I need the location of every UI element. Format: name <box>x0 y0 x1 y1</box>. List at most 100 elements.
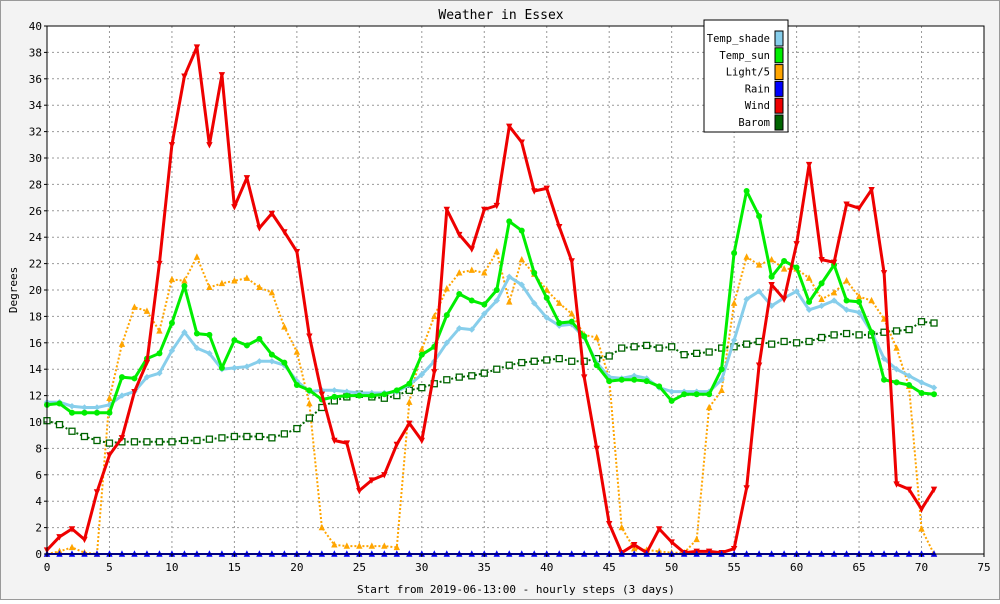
point-light-5-30 <box>418 345 425 353</box>
point-barom-4 <box>93 436 101 445</box>
x-tick-label-3: 15 <box>228 561 241 574</box>
point-light-5-46 <box>618 523 625 531</box>
point-light-5-33 <box>456 269 463 276</box>
point-wind-19 <box>281 229 288 236</box>
point-temp-sun-28 <box>393 387 400 394</box>
legend-swatch-rain <box>774 80 784 97</box>
point-temp-sun-61 <box>806 298 813 305</box>
point-barom-49 <box>655 344 663 352</box>
point-light-5-41 <box>556 299 563 306</box>
point-barom-50 <box>668 343 676 351</box>
point-temp-shade-18 <box>268 358 276 365</box>
point-wind-66 <box>868 186 875 194</box>
point-wind-50 <box>668 539 675 546</box>
point-temp-sun-58 <box>768 273 775 280</box>
point-barom-37 <box>505 361 513 369</box>
point-wind-25 <box>356 487 363 495</box>
point-light-5-35 <box>481 269 488 276</box>
point-barom-3 <box>80 432 89 441</box>
point-temp-shade-61 <box>805 306 813 313</box>
point-temp-sun-36 <box>493 287 500 293</box>
point-barom-18 <box>268 434 276 442</box>
point-temp-sun-37 <box>506 218 513 225</box>
point-light-5-64 <box>843 277 850 284</box>
point-temp-sun-51 <box>681 391 688 398</box>
point-temp-shade-37 <box>506 273 513 280</box>
point-light-5-16 <box>243 274 251 281</box>
point-wind-31 <box>431 369 438 376</box>
series-line-wind <box>45 45 936 555</box>
point-light-5-6 <box>118 340 126 347</box>
x-tick-label-11: 55 <box>728 561 741 574</box>
point-temp-shade-17 <box>256 358 263 365</box>
point-temp-shade-67 <box>880 355 888 362</box>
x-tick-label-8: 40 <box>540 561 553 574</box>
point-temp-sun-19 <box>281 359 288 366</box>
point-temp-sun-68 <box>893 379 900 386</box>
point-temp-shade-12 <box>193 344 201 352</box>
point-barom-63 <box>830 331 838 339</box>
point-temp-sun-20 <box>293 382 300 389</box>
point-barom-34 <box>468 372 476 380</box>
y-tick-label-2: 4 <box>35 495 42 508</box>
point-light-5-13 <box>206 283 213 291</box>
point-barom-46 <box>618 344 626 352</box>
point-light-5-2 <box>68 543 76 551</box>
point-wind-11 <box>181 73 188 80</box>
point-wind-69 <box>905 486 913 494</box>
point-temp-sun-60 <box>793 264 800 271</box>
point-temp-shade-45 <box>606 373 613 381</box>
series-layer <box>43 44 938 557</box>
point-light-5-56 <box>743 253 750 260</box>
point-light-5-70 <box>918 525 925 532</box>
point-wind-34 <box>468 246 475 253</box>
point-wind-5 <box>106 452 113 459</box>
point-temp-sun-62 <box>818 280 825 287</box>
point-wind-65 <box>855 205 863 212</box>
point-wind-6 <box>118 435 126 442</box>
point-barom-42 <box>568 357 576 365</box>
point-wind-1 <box>56 534 63 541</box>
point-wind-71 <box>930 486 938 494</box>
y-axis-label: Degrees <box>7 267 20 313</box>
point-temp-shade-68 <box>893 366 900 373</box>
point-light-5-58 <box>768 255 775 263</box>
point-wind-43 <box>581 374 588 381</box>
legend-swatch-temp-sun <box>774 47 784 64</box>
legend: Temp_shade Temp_sun Light/5 Rain Wind Barom <box>703 19 789 133</box>
point-wind-15 <box>231 204 238 211</box>
point-temp-sun-39 <box>531 269 538 276</box>
point-temp-sun-4 <box>93 409 100 416</box>
point-wind-35 <box>481 206 488 214</box>
y-tick-label-11: 22 <box>29 258 42 271</box>
point-wind-44 <box>593 445 600 453</box>
point-barom-32 <box>443 376 451 384</box>
point-wind-7 <box>131 388 138 396</box>
y-tick-label-3: 6 <box>35 469 42 482</box>
point-wind-26 <box>368 477 376 484</box>
point-temp-sun-5 <box>106 409 113 416</box>
point-light-5-21 <box>306 399 313 407</box>
x-axis-label: Start from 2019-06-13:00 - hourly steps … <box>357 583 675 596</box>
point-temp-shade-23 <box>331 387 338 394</box>
point-temp-shade-55 <box>730 336 738 344</box>
point-barom-38 <box>518 358 526 367</box>
point-temp-sun-14 <box>218 364 225 371</box>
x-tick-label-13: 65 <box>852 561 865 574</box>
point-temp-shade-2 <box>68 402 76 410</box>
point-wind-32 <box>443 206 450 214</box>
point-light-5-8 <box>143 307 151 314</box>
point-light-5-12 <box>193 253 201 260</box>
point-temp-shade-33 <box>456 325 463 332</box>
point-temp-sun-56 <box>743 188 750 194</box>
y-tick-label-1: 2 <box>35 522 42 535</box>
point-barom-41 <box>555 354 563 363</box>
point-barom-17 <box>255 432 264 441</box>
point-light-5-32 <box>443 284 450 292</box>
point-temp-sun-67 <box>881 376 888 383</box>
x-tick-label-4: 20 <box>290 561 303 574</box>
point-temp-sun-30 <box>418 351 425 358</box>
point-wind-58 <box>768 282 775 289</box>
x-tick-label-15: 75 <box>977 561 990 574</box>
